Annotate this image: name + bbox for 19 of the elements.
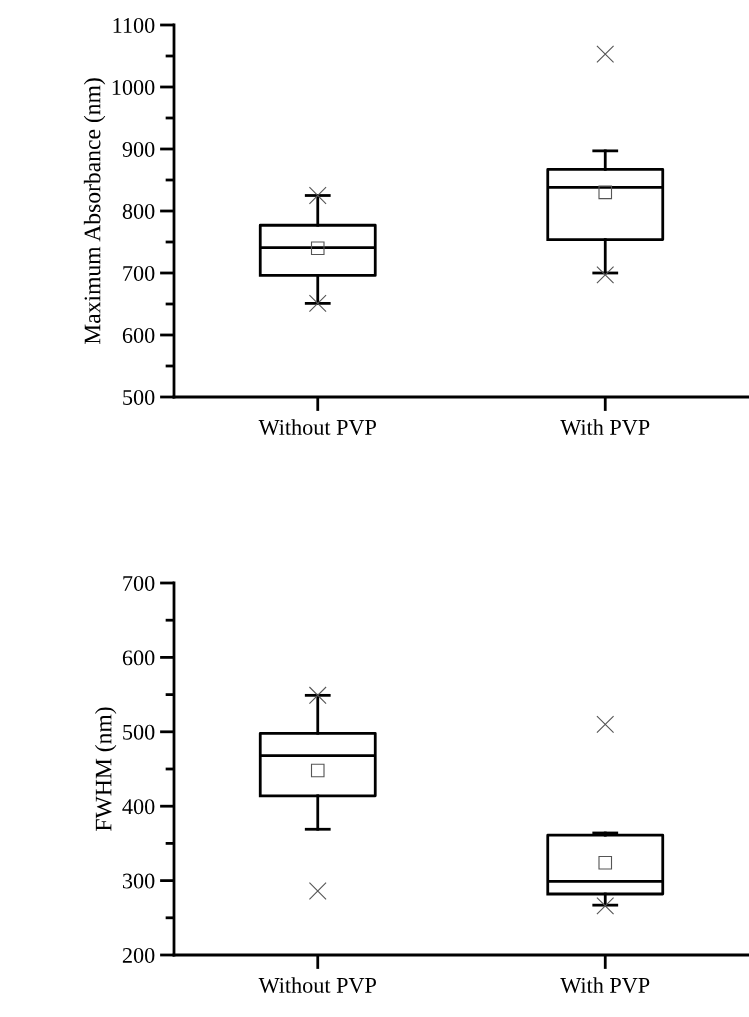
- y-tick-label: 500: [123, 724, 155, 740]
- y-tick-label: 300: [122, 873, 155, 889]
- y-tick-label: 900: [122, 141, 155, 157]
- x-tick-label: With PVP: [560, 977, 650, 993]
- y-tick-label: 1000: [112, 79, 155, 95]
- x-tick-label: With PVP: [560, 419, 650, 435]
- y-tick-label: 200: [122, 947, 155, 963]
- x-tick-label: Without PVP: [258, 977, 376, 993]
- y-tick-label: 700: [123, 265, 155, 281]
- y-tick-label: 600: [122, 650, 155, 666]
- y-tick-label: 500: [123, 389, 155, 405]
- x-tick-label: Without PVP: [258, 419, 376, 435]
- y-tick-label: 600: [122, 327, 155, 343]
- y-tick-label: 800: [122, 203, 155, 219]
- y-tick-label: 1100: [113, 17, 155, 33]
- y-axis-title: Maximum Absorbance (nm): [83, 78, 106, 345]
- y-tick-label: 700: [123, 575, 155, 591]
- y-axis-title: FWHM (nm): [94, 707, 117, 831]
- y-tick-label: 400: [122, 799, 155, 815]
